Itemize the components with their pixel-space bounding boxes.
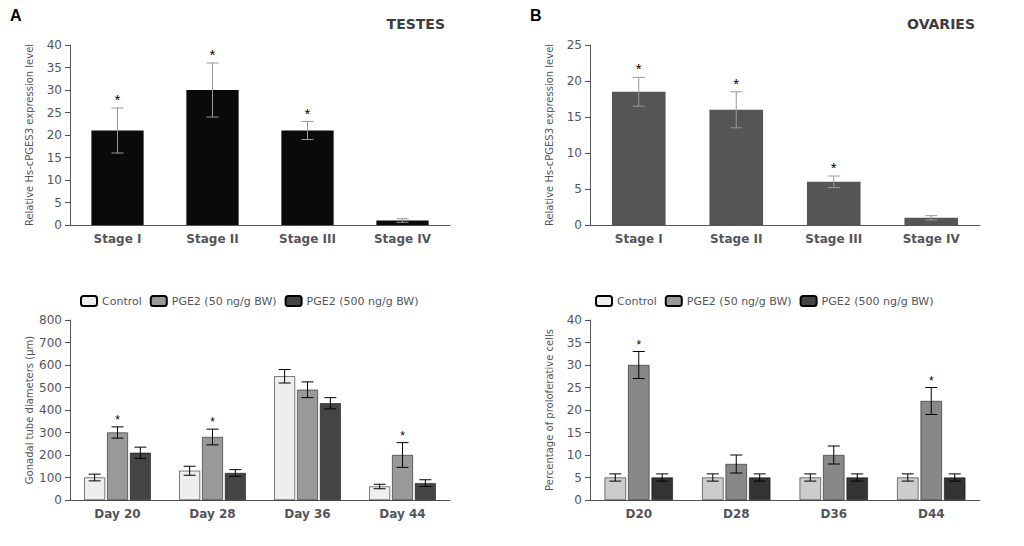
svg-text:25: 25 (567, 38, 582, 52)
svg-text:20: 20 (567, 403, 582, 417)
svg-text:D36: D36 (820, 507, 847, 521)
svg-text:PGE2 (500 ng/g BW): PGE2 (500 ng/g BW) (822, 295, 934, 308)
svg-text:*: * (115, 413, 120, 427)
svg-text:PGE2 (50 ng/g BW): PGE2 (50 ng/g BW) (687, 295, 792, 308)
svg-text:Stage III: Stage III (805, 232, 862, 246)
svg-text:Stage I: Stage I (94, 232, 142, 246)
svg-text:*: * (733, 75, 739, 92)
svg-text:*: * (210, 415, 215, 429)
svg-text:5: 5 (574, 471, 582, 485)
svg-text:*: * (115, 91, 121, 108)
svg-text:0: 0 (574, 218, 582, 232)
svg-text:Stage IV: Stage IV (903, 232, 961, 246)
svg-text:400: 400 (39, 403, 62, 417)
svg-text:300: 300 (39, 426, 62, 440)
svg-text:500: 500 (39, 381, 62, 395)
svg-text:20: 20 (567, 74, 582, 88)
svg-text:100: 100 (39, 471, 62, 485)
svg-text:D28: D28 (723, 507, 750, 521)
svg-text:OVARIES: OVARIES (907, 16, 975, 32)
svg-text:Gonadal tube diameters (μm): Gonadal tube diameters (μm) (24, 336, 35, 484)
svg-text:5: 5 (574, 182, 582, 196)
svg-text:*: * (305, 105, 311, 122)
svg-text:15: 15 (567, 426, 582, 440)
svg-text:Percentage of proloferative ce: Percentage of proloferative cells (544, 329, 555, 491)
svg-text:10: 10 (567, 146, 582, 160)
svg-text:*: * (636, 338, 641, 352)
svg-text:35: 35 (567, 336, 582, 350)
svg-text:0: 0 (54, 493, 62, 507)
svg-text:25: 25 (567, 381, 582, 395)
svg-text:Control: Control (102, 295, 142, 308)
svg-text:Stage I: Stage I (615, 232, 663, 246)
svg-text:*: * (636, 60, 642, 77)
svg-text:PGE2 (500 ng/g BW): PGE2 (500 ng/g BW) (307, 295, 419, 308)
svg-text:Day 36: Day 36 (284, 507, 330, 521)
svg-text:40: 40 (47, 38, 62, 52)
svg-text:15: 15 (47, 151, 62, 165)
svg-text:Day 44: Day 44 (379, 507, 425, 521)
svg-text:PGE2 (50 ng/g BW): PGE2 (50 ng/g BW) (172, 295, 277, 308)
svg-text:20: 20 (47, 128, 62, 142)
svg-text:Stage IV: Stage IV (374, 232, 432, 246)
svg-text:0: 0 (54, 218, 62, 232)
svg-text:40: 40 (567, 313, 582, 327)
svg-text:35: 35 (47, 61, 62, 75)
svg-text:Stage II: Stage II (186, 232, 238, 246)
svg-text:B: B (530, 7, 542, 24)
svg-text:Relative Hs-cPGES3 expression: Relative Hs-cPGES3 expression level (544, 44, 555, 226)
svg-text:Stage II: Stage II (710, 232, 762, 246)
svg-text:700: 700 (39, 336, 62, 350)
svg-text:5: 5 (54, 196, 62, 210)
svg-text:*: * (400, 429, 405, 443)
svg-text:25: 25 (47, 106, 62, 120)
svg-text:Relative Hs-cPGES3 expression: Relative Hs-cPGES3 expression level (24, 44, 35, 226)
svg-text:Stage III: Stage III (279, 232, 336, 246)
svg-text:600: 600 (39, 358, 62, 372)
svg-text:*: * (929, 374, 934, 388)
svg-text:A: A (10, 7, 22, 24)
svg-text:*: * (210, 46, 216, 63)
svg-text:D20: D20 (625, 507, 652, 521)
svg-text:800: 800 (39, 313, 62, 327)
svg-text:Day 20: Day 20 (94, 507, 140, 521)
svg-text:D44: D44 (918, 507, 945, 521)
svg-text:*: * (831, 159, 837, 176)
svg-text:10: 10 (47, 173, 62, 187)
svg-text:15: 15 (567, 110, 582, 124)
svg-text:0: 0 (574, 493, 582, 507)
svg-text:10: 10 (567, 448, 582, 462)
svg-text:Day 28: Day 28 (189, 507, 235, 521)
svg-text:30: 30 (47, 83, 62, 97)
svg-text:200: 200 (39, 448, 62, 462)
svg-text:30: 30 (567, 358, 582, 372)
svg-text:Control: Control (617, 295, 657, 308)
svg-text:TESTES: TESTES (387, 16, 445, 32)
